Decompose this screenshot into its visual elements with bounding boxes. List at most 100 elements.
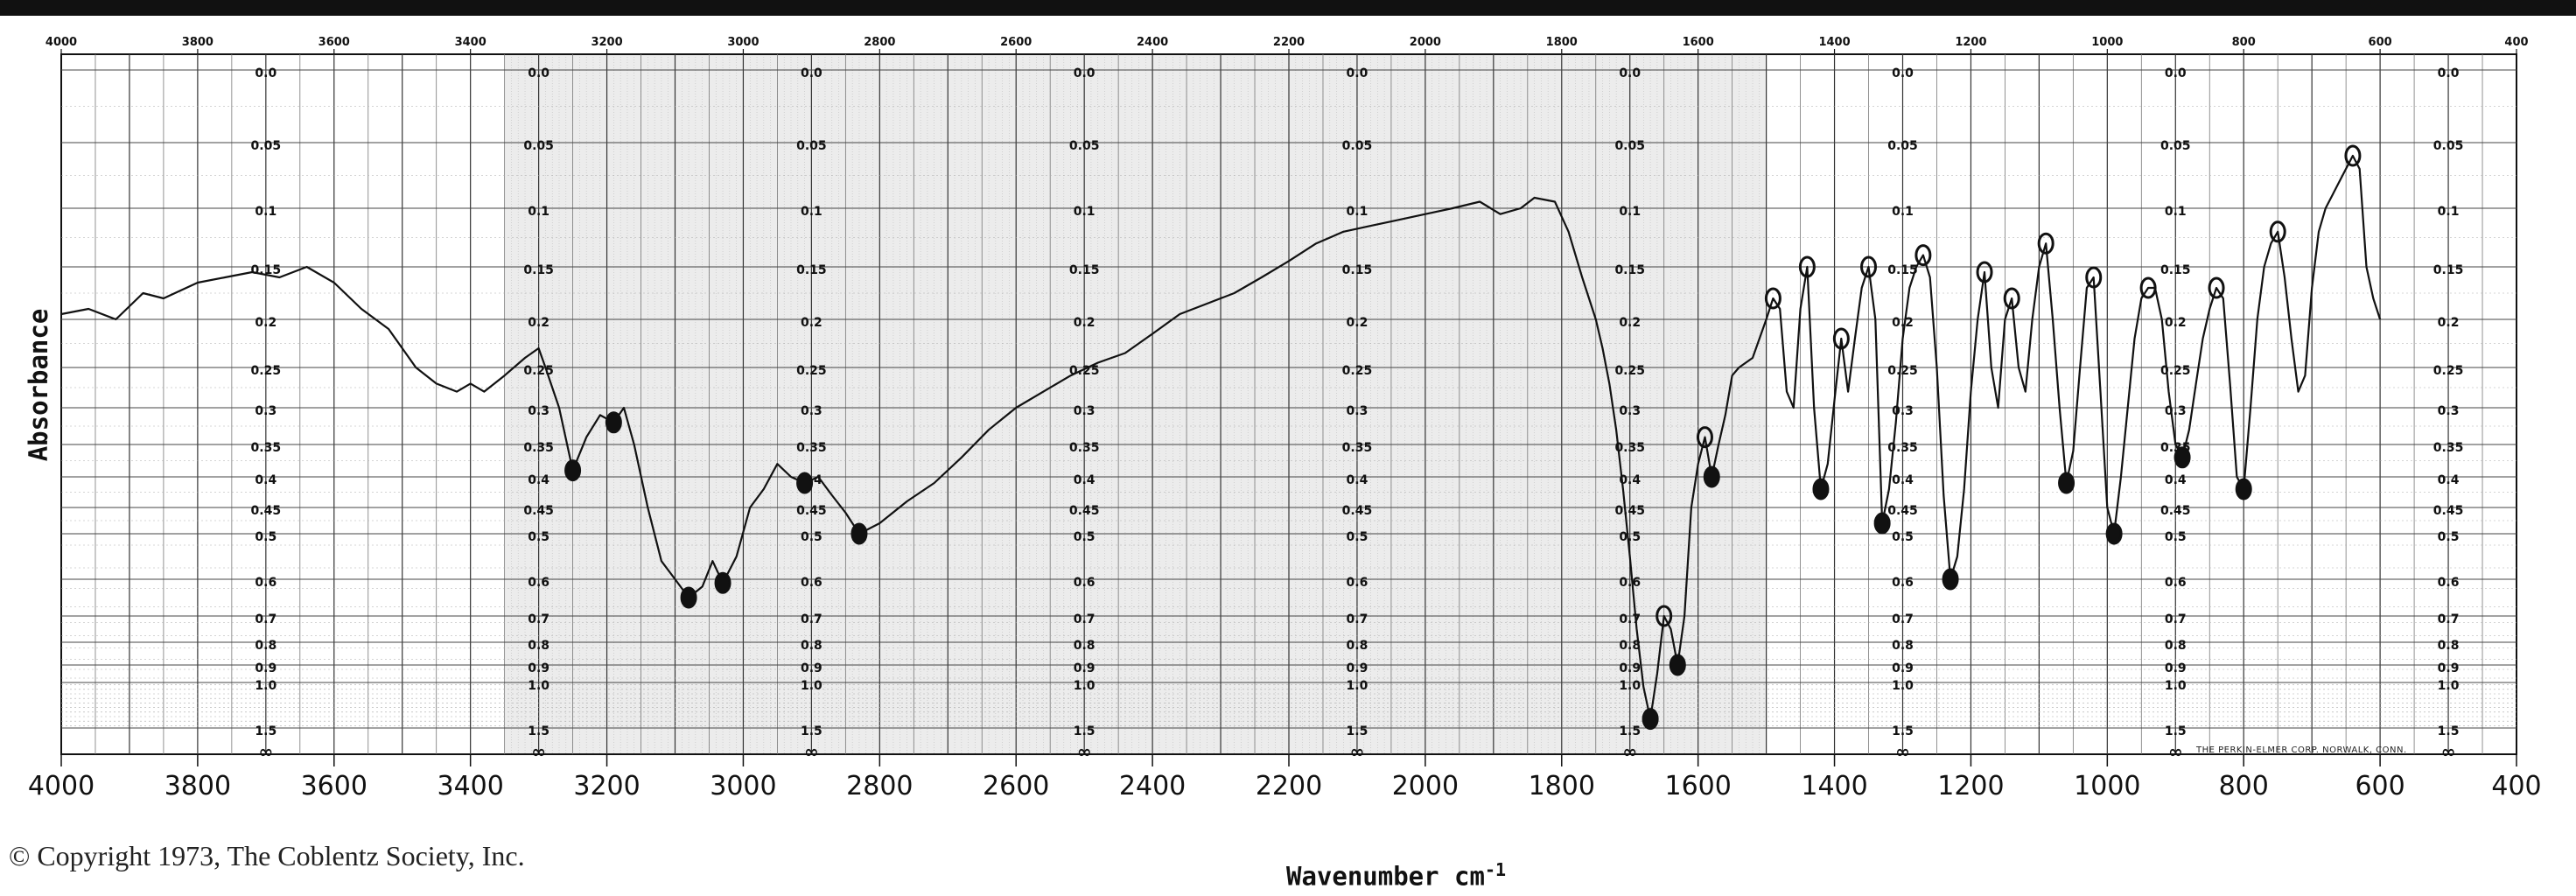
absorbance-scale-label: 0.35 — [1614, 441, 1645, 455]
hand-peak-mark — [1812, 478, 1830, 500]
absorbance-scale-label: 0.4 — [528, 473, 550, 487]
absorbance-scale-label: 0.4 — [2438, 473, 2460, 487]
absorbance-scale-label: 0.6 — [1892, 576, 1914, 590]
top-tick-label: 1800 — [1546, 36, 1578, 49]
absorbance-scale-label: 0.2 — [1074, 316, 1096, 330]
hand-peak-mark — [2208, 276, 2225, 299]
top-tick-label: 2800 — [864, 36, 895, 49]
absorbance-scale-label: ∞ — [1077, 741, 1092, 762]
hand-peak-mark — [2058, 472, 2076, 494]
top-tick-label: 3800 — [182, 36, 214, 49]
top-tick-label: 4000 — [46, 36, 77, 49]
absorbance-scale-label: 0.4 — [1074, 473, 1096, 487]
absorbance-scale-label: 0.0 — [2165, 66, 2187, 80]
absorbance-scale-label: 0.4 — [1892, 473, 1914, 487]
absorbance-scale-label: 0.15 — [1342, 263, 1373, 277]
absorbance-scale-label: 0.15 — [523, 263, 554, 277]
absorbance-scale-label: 0.2 — [1892, 316, 1914, 330]
absorbance-scale-label: 0.0 — [2438, 66, 2460, 80]
top-tick-label: 2600 — [1000, 36, 1032, 49]
absorbance-scale-label: 0.1 — [528, 205, 550, 219]
absorbance-scale-label: 0.2 — [1619, 316, 1641, 330]
absorbance-scale-label: 0.6 — [528, 576, 550, 590]
absorbance-scale-label: 0.4 — [1619, 473, 1641, 487]
bottom-tick-label: 2200 — [1256, 771, 1322, 802]
bottom-tick-label: 2000 — [1392, 771, 1459, 802]
absorbance-scale-label: 0.4 — [2165, 473, 2187, 487]
absorbance-scale-label: 0.8 — [255, 639, 276, 653]
absorbance-scale-label: 0.8 — [1619, 639, 1641, 653]
absorbance-scale-label: 0.9 — [2438, 662, 2460, 676]
absorbance-scale-label: 0.7 — [2165, 612, 2187, 626]
absorbance-scale-label: 1.5 — [1892, 724, 1914, 738]
hand-peak-mark — [1696, 426, 1713, 449]
absorbance-scale-label: 0.1 — [2165, 205, 2187, 219]
absorbance-scale-label: 0.05 — [1887, 139, 1918, 153]
hand-peak-mark — [850, 522, 868, 545]
hand-peak-mark — [2085, 266, 2103, 289]
absorbance-scale-label: 0.1 — [1892, 205, 1914, 219]
absorbance-scale-label: 0.6 — [2165, 576, 2187, 590]
absorbance-scale-label: 0.45 — [1342, 504, 1373, 518]
absorbance-scale-label: 0.7 — [2438, 612, 2460, 626]
absorbance-scale-label: 0.25 — [2433, 364, 2464, 378]
top-tick-label: 3400 — [455, 36, 486, 49]
absorbance-scale-label: 0.45 — [523, 504, 554, 518]
spectrum-line — [60, 154, 2382, 720]
spectrum-line-group — [60, 154, 2382, 720]
hand-peak-mark — [1656, 605, 1673, 627]
absorbance-scale-label: ∞ — [1622, 741, 1637, 762]
absorbance-scale-label: 0.35 — [1069, 441, 1100, 455]
bottom-tick-label: 3200 — [573, 771, 640, 802]
absorbance-scale-label: 0.45 — [796, 504, 827, 518]
absorbance-scale-label: 0.8 — [1074, 639, 1096, 653]
absorbance-scale-label: ∞ — [1895, 741, 1910, 762]
absorbance-scale-label: ∞ — [1350, 741, 1365, 762]
absorbance-scale-label: 0.4 — [255, 473, 276, 487]
absorbance-scale-label: 0.0 — [528, 66, 550, 80]
bottom-tick-label: 2800 — [846, 771, 913, 802]
absorbance-scale-label: 0.15 — [1614, 263, 1645, 277]
absorbance-scale-label: 0.35 — [251, 441, 282, 455]
x-axis-label-superscript: -1 — [1484, 859, 1507, 880]
absorbance-scale-label: 0.35 — [1342, 441, 1373, 455]
absorbance-scale-label: 1.0 — [1074, 679, 1096, 693]
top-tick-label: 2400 — [1137, 36, 1168, 49]
absorbance-scale-label: 0.05 — [523, 139, 554, 153]
absorbance-scale-label: 0.9 — [1347, 662, 1368, 676]
absorbance-scale-label: 0.45 — [2433, 504, 2464, 518]
hand-peak-mark — [1873, 512, 1891, 535]
bottom-axis-ticks: 4000 3800 3600 3400 3200 3000 2800 2600 2400 2200… — [28, 754, 2542, 802]
absorbance-scale-label: 0.2 — [255, 316, 276, 330]
absorbance-scale-label: 0.7 — [528, 612, 550, 626]
absorbance-scale-label: 0.15 — [2160, 263, 2191, 277]
absorbance-scale-label: 1.5 — [2165, 724, 2187, 738]
absorbance-scale-label: 0.6 — [1347, 576, 1368, 590]
absorbance-scale-label: 0.1 — [1347, 205, 1368, 219]
absorbance-scale-label: ∞ — [804, 741, 819, 762]
absorbance-scale-label: 0.6 — [1074, 576, 1096, 590]
hand-peak-mark — [564, 459, 582, 482]
absorbance-scale-label: 1.0 — [801, 679, 822, 693]
hand-peak-mark — [2139, 276, 2157, 299]
absorbance-scale-label: 0.3 — [255, 404, 276, 418]
hand-peak-mark — [714, 571, 732, 594]
absorbance-scale-label: 0.3 — [528, 404, 550, 418]
absorbance-scale-label: 0.2 — [2165, 316, 2187, 330]
manufacturer-note: THE PERKIN-ELMER CORP. NORWALK, CONN. — [2196, 746, 2407, 755]
hand-peak-mark — [796, 472, 814, 494]
absorbance-scale-label: 0.25 — [1614, 364, 1645, 378]
absorbance-scale-label: 1.0 — [2438, 679, 2460, 693]
absorbance-scale-label: 1.0 — [255, 679, 276, 693]
bottom-tick-label: 3400 — [437, 771, 503, 802]
absorbance-scale-label: 0.9 — [2165, 662, 2187, 676]
hand-peak-mark — [1703, 466, 1720, 488]
bottom-tick-label: 2400 — [1119, 771, 1186, 802]
absorbance-scale-label: 0.05 — [1069, 139, 1100, 153]
absorbance-scale-label: 0.25 — [251, 364, 282, 378]
top-tick-label: 3600 — [318, 36, 350, 49]
absorbance-scale-label: 0.0 — [801, 66, 822, 80]
absorbance-scale-label: 0.6 — [1619, 576, 1641, 590]
hand-peak-mark — [2174, 446, 2191, 469]
absorbance-scale-label: 0.9 — [255, 662, 276, 676]
